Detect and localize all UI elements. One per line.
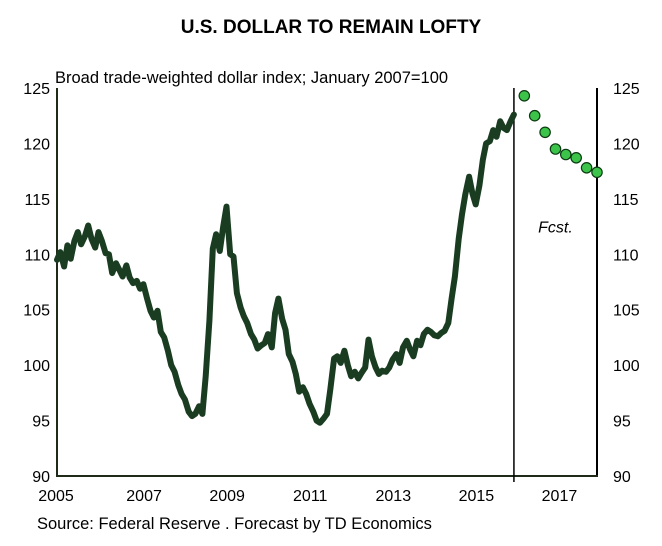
tick-labels: 90 90 95 95 100 100 105 105 110 110 115 115 120 120 12… [23,81,640,505]
chart-axes [56,88,598,482]
y-tick-label-right: 110 [613,247,639,264]
history-series [54,111,517,426]
x-tick-label: 2013 [376,488,412,505]
y-tick-label-left: 100 [23,358,50,375]
y-tick-label-left: 110 [24,247,50,264]
forecast-point [580,162,593,174]
y-tick-label-left: 90 [32,469,50,486]
history-line [54,111,517,426]
x-tick-label: 2017 [542,488,578,505]
x-tick-label: 2009 [209,488,245,505]
forecast-point [518,90,531,102]
y-tick-label-right: 90 [613,469,631,486]
forecast-point [549,143,562,155]
y-tick-label-left: 125 [23,81,50,98]
y-tick-label-left: 115 [24,192,50,209]
y-tick-label-right: 120 [613,136,640,153]
y-tick-label-right: 100 [613,358,640,375]
y-tick-label-left: 120 [23,136,50,153]
y-tick-label-left: 105 [23,303,50,320]
source-note: Source: Federal Reserve . Forecast by TD… [37,515,432,533]
y-tick-label-right: 105 [613,303,640,320]
forecast-point [570,152,582,164]
forecast-point [539,126,551,139]
chart-subtitle: Broad trade-weighted dollar index; Janua… [55,69,449,87]
y-tick-label-right: 115 [613,192,639,209]
y-tick-label-right: 125 [613,81,640,98]
chart-title: U.S. DOLLAR TO REMAIN LOFTY [180,17,482,38]
x-tick-label: 2011 [293,488,328,505]
x-tick-label: 2007 [126,488,162,505]
forecast-point [528,109,541,122]
forecast-label: Fcst. [538,220,573,237]
x-tick-label: 2015 [459,488,495,505]
y-tick-label-right: 95 [613,414,631,431]
forecast-series [518,90,603,179]
forecast-point [559,148,572,161]
x-tick-label: 2005 [38,488,74,505]
y-tick-label-left: 95 [32,414,50,431]
forecast-point [591,166,603,179]
